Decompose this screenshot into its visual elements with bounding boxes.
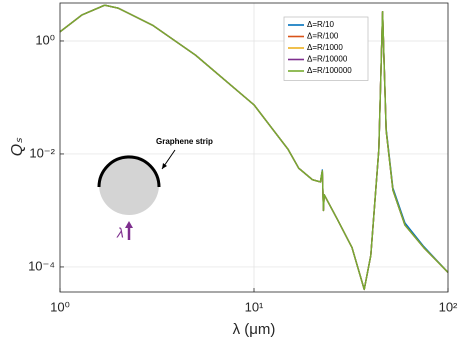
series-line: [59, 4, 449, 291]
legend-label: Δ=R/100: [307, 32, 339, 41]
x-tick-label: 10¹: [245, 299, 264, 314]
legend-label: Δ=R/100000: [307, 66, 352, 75]
x-tick-label: 10²: [439, 299, 458, 314]
graphene-strip: [97, 155, 161, 188]
x-axis-label: λ (μm): [233, 321, 276, 338]
pointer-head: [162, 163, 167, 169]
cylinder: [99, 155, 159, 215]
incident-arrow-head: [125, 221, 133, 228]
y-tick-label: 10⁻²: [29, 145, 55, 160]
x-tick-label: 10⁰: [50, 299, 70, 314]
y-tick-label: 10⁰: [35, 32, 55, 47]
legend-label: Δ=R/10000: [307, 55, 348, 64]
y-tick-label: 10⁻⁴: [28, 258, 55, 273]
legend-label: Δ=R/10: [307, 20, 334, 29]
annotation: λ: [116, 225, 124, 241]
annotation: Graphene strip: [156, 137, 213, 146]
y-axis-label: Qₛ: [9, 137, 26, 156]
legend-label: Δ=R/1000: [307, 43, 343, 52]
